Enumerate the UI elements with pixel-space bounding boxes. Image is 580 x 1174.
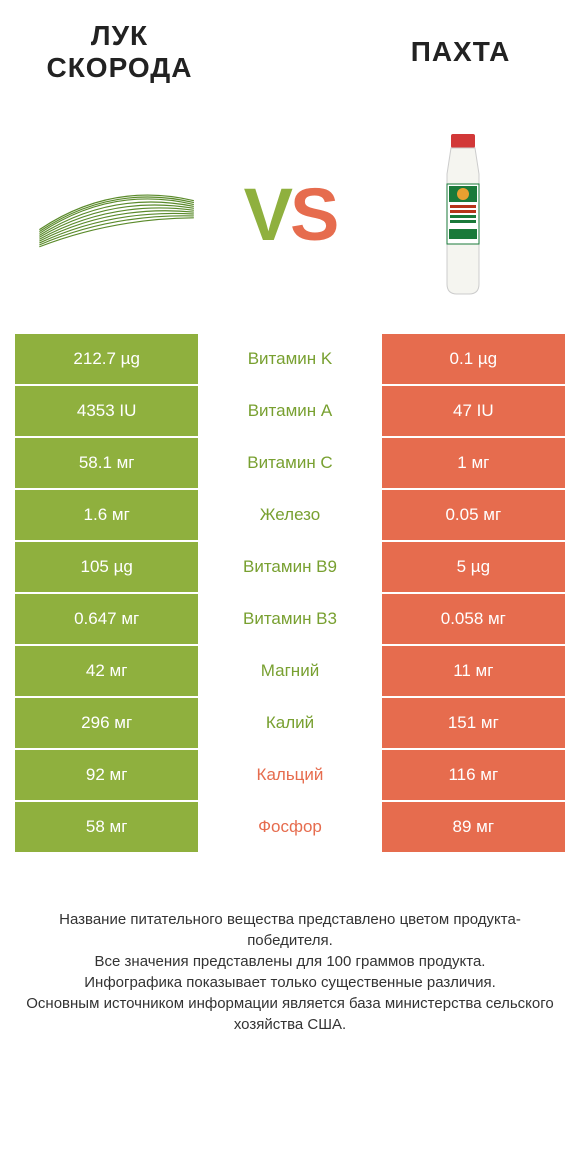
value-left: 105 µg <box>15 542 198 594</box>
infographic-container: ЛУК СКОРОДА ПАХТА VS <box>0 0 580 1055</box>
value-left: 1.6 мг <box>15 490 198 542</box>
table-row: 58.1 мгВитамин C1 мг <box>15 438 565 490</box>
value-right: 0.05 мг <box>382 490 565 542</box>
product-left-title: ЛУК СКОРОДА <box>15 20 224 84</box>
nutrient-name: Магний <box>198 646 381 698</box>
value-right: 116 мг <box>382 750 565 802</box>
images-row: VS <box>15 124 565 304</box>
value-right: 0.058 мг <box>382 594 565 646</box>
value-right: 5 µg <box>382 542 565 594</box>
nutrient-name: Витамин A <box>198 386 381 438</box>
product-left-image <box>35 124 198 304</box>
footer-line: Основным источником информации является … <box>25 993 555 1035</box>
value-right: 0.1 µg <box>382 334 565 386</box>
table-row: 105 µgВитамин B95 µg <box>15 542 565 594</box>
nutrient-name: Калий <box>198 698 381 750</box>
nutrient-name: Витамин K <box>198 334 381 386</box>
table-row: 42 мгМагний11 мг <box>15 646 565 698</box>
buttermilk-bottle-icon <box>423 129 503 299</box>
table-row: 4353 IUВитамин A47 IU <box>15 386 565 438</box>
nutrient-table: 212.7 µgВитамин K0.1 µg4353 IUВитамин A4… <box>15 334 565 854</box>
value-left: 58.1 мг <box>15 438 198 490</box>
value-right: 11 мг <box>382 646 565 698</box>
value-right: 1 мг <box>382 438 565 490</box>
footer-text: Название питательного вещества представл… <box>15 909 565 1035</box>
table-row: 92 мгКальций116 мг <box>15 750 565 802</box>
vs-letter-s: S <box>290 173 336 256</box>
value-left: 296 мг <box>15 698 198 750</box>
vs-letter-v: V <box>244 173 290 256</box>
nutrient-name: Витамин C <box>198 438 381 490</box>
value-right: 47 IU <box>382 386 565 438</box>
nutrient-name: Железо <box>198 490 381 542</box>
footer-line: Все значения представлены для 100 граммо… <box>25 951 555 972</box>
product-right-title: ПАХТА <box>356 36 565 68</box>
table-row: 58 мгФосфор89 мг <box>15 802 565 854</box>
footer-line: Инфографика показывает только существенн… <box>25 972 555 993</box>
value-left: 0.647 мг <box>15 594 198 646</box>
chives-icon <box>35 174 198 254</box>
value-right: 151 мг <box>382 698 565 750</box>
value-left: 212.7 µg <box>15 334 198 386</box>
value-left: 92 мг <box>15 750 198 802</box>
nutrient-name: Витамин B3 <box>198 594 381 646</box>
nutrient-name: Кальций <box>198 750 381 802</box>
titles-row: ЛУК СКОРОДА ПАХТА <box>15 20 565 84</box>
value-left: 58 мг <box>15 802 198 854</box>
product-right-image <box>382 124 545 304</box>
table-row: 1.6 мгЖелезо0.05 мг <box>15 490 565 542</box>
nutrient-name: Фосфор <box>198 802 381 854</box>
vs-label: VS <box>244 172 337 257</box>
table-row: 0.647 мгВитамин B30.058 мг <box>15 594 565 646</box>
footer-line: Название питательного вещества представл… <box>25 909 555 951</box>
table-row: 296 мгКалий151 мг <box>15 698 565 750</box>
value-right: 89 мг <box>382 802 565 854</box>
nutrient-name: Витамин B9 <box>198 542 381 594</box>
value-left: 42 мг <box>15 646 198 698</box>
value-left: 4353 IU <box>15 386 198 438</box>
table-row: 212.7 µgВитамин K0.1 µg <box>15 334 565 386</box>
